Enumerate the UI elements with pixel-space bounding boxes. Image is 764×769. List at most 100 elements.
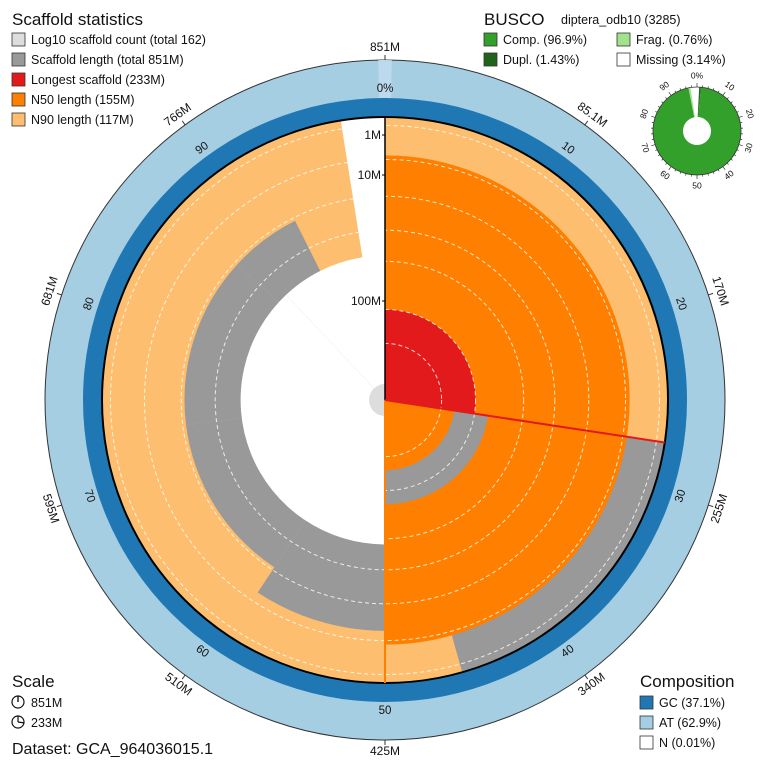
length-tick xyxy=(56,292,62,296)
busco-tick xyxy=(733,154,737,156)
busco-tick xyxy=(657,154,661,156)
percent-tick-label: 80 xyxy=(82,296,97,312)
busco-swatch xyxy=(616,52,631,67)
busco-swatch xyxy=(483,32,498,47)
legend-label-n90: N90 length (117M) xyxy=(31,113,134,127)
busco-tick xyxy=(722,166,726,171)
busco-segment xyxy=(653,87,741,175)
busco-tick xyxy=(674,90,677,93)
busco-tick xyxy=(661,101,664,104)
length-tick-label: 681M xyxy=(38,275,61,308)
scale-legend: 851M 233M xyxy=(11,695,62,730)
busco-segment xyxy=(690,86,700,118)
legend-label-longest: Longest scaffold (233M) xyxy=(31,73,165,87)
radial-scale-label: 1M xyxy=(364,128,381,142)
legend-label-n50: N50 length (155M) xyxy=(31,93,135,107)
busco-swatch xyxy=(483,52,498,67)
busco-title: BUSCO xyxy=(484,10,544,29)
legend-label-length: Scaffold length (total 851M) xyxy=(31,53,184,67)
length-tick xyxy=(181,674,186,680)
busco-tick-label: 80 xyxy=(638,107,651,119)
busco-tick xyxy=(712,171,715,174)
busco-tick xyxy=(730,101,733,104)
busco-tick xyxy=(668,166,672,171)
legend-swatch-log10 xyxy=(11,32,26,47)
busco-tick xyxy=(712,88,715,91)
legend-swatch-longest xyxy=(11,72,26,87)
percent-tick-label: 0% xyxy=(377,83,394,95)
n50-fill xyxy=(385,155,630,645)
busco-tick xyxy=(733,106,737,108)
inner-hole-2 xyxy=(286,255,385,400)
busco-tick xyxy=(722,91,726,96)
busco-tick xyxy=(651,144,656,147)
dataset-label: Dataset: GCA_964036015.1 xyxy=(12,741,213,758)
busco-tick-label: 40 xyxy=(722,168,736,182)
busco-tick xyxy=(717,90,720,93)
length-tick xyxy=(56,504,62,508)
length-tick xyxy=(584,120,589,126)
length-tick xyxy=(708,292,714,296)
composition-label: AT (62.9%) xyxy=(659,716,721,730)
busco-tick xyxy=(655,111,658,113)
busco-tick xyxy=(736,111,739,113)
composition-swatch xyxy=(639,695,654,710)
busco-tick-label: 60 xyxy=(658,168,672,182)
busco-tick xyxy=(668,91,672,96)
length-tick-label: 851M xyxy=(370,40,400,54)
length-tick-label: 425M xyxy=(370,744,400,758)
busco-tick-label: 70 xyxy=(639,142,652,154)
busco-tick xyxy=(674,169,677,172)
main-snail-plot: 1M10M100M0%102030405060708090851M85.1M17… xyxy=(38,40,732,758)
longest-scaffold-fill xyxy=(385,309,476,414)
scale-label: 233M xyxy=(31,716,62,730)
radial-scale-label: 10M xyxy=(358,168,381,182)
busco-tick-label: 30 xyxy=(742,141,755,153)
legend-title: Scaffold statistics xyxy=(12,10,143,29)
busco-tick-label: 20 xyxy=(744,108,757,120)
legend-swatch-n50 xyxy=(11,92,26,107)
busco-tick xyxy=(726,97,729,100)
busco-tick xyxy=(717,169,720,172)
length-tick xyxy=(584,674,589,680)
log10-count-fill xyxy=(368,384,385,416)
n-marker xyxy=(378,59,392,99)
grid-circle xyxy=(109,124,661,676)
busco-label: Comp. (96.9%) xyxy=(503,33,587,47)
inner-hole xyxy=(240,294,385,545)
legend-swatch-n90 xyxy=(11,112,26,127)
scale-title: Scale xyxy=(12,672,55,691)
busco-tick-label: 90 xyxy=(657,79,671,93)
busco-tick xyxy=(730,158,733,161)
length-tick-label: 170M xyxy=(709,275,732,308)
length-inner-segment xyxy=(385,410,489,505)
composition-swatch xyxy=(639,715,654,730)
length-tick xyxy=(181,120,186,126)
longest-line xyxy=(384,399,665,444)
busco-tick xyxy=(738,115,743,118)
percent-tick-label: 50 xyxy=(379,705,392,717)
busco-swatch xyxy=(616,32,631,47)
busco-lineage: diptera_odb10 (3285) xyxy=(561,13,681,27)
grid-circle xyxy=(143,158,627,642)
radial-scale-label: 100M xyxy=(351,294,381,308)
busco-label: Dupl. (1.43%) xyxy=(503,53,579,67)
composition-label: N (0.01%) xyxy=(659,736,715,750)
busco-tick-label: 10 xyxy=(723,79,737,93)
percent-tick-label: 70 xyxy=(82,488,97,504)
busco-tick xyxy=(738,144,743,147)
legend-label-log10: Log10 scaffold count (total 162) xyxy=(31,33,206,47)
composition-title: Composition xyxy=(640,672,735,691)
busco-tick-label: 50 xyxy=(692,180,702,190)
legend-swatch-length xyxy=(11,52,26,67)
busco-tick xyxy=(657,106,661,108)
composition-legend: GC (37.1%) AT (62.9%) N (0.01%) xyxy=(639,695,725,750)
busco-tick xyxy=(651,115,656,118)
busco-tick xyxy=(736,149,739,151)
percent-tick-label: 20 xyxy=(673,296,688,312)
busco-tick xyxy=(665,97,668,100)
busco-tick-label: 0% xyxy=(691,70,704,80)
busco-tick xyxy=(726,162,729,165)
composition-label: GC (37.1%) xyxy=(659,696,725,710)
